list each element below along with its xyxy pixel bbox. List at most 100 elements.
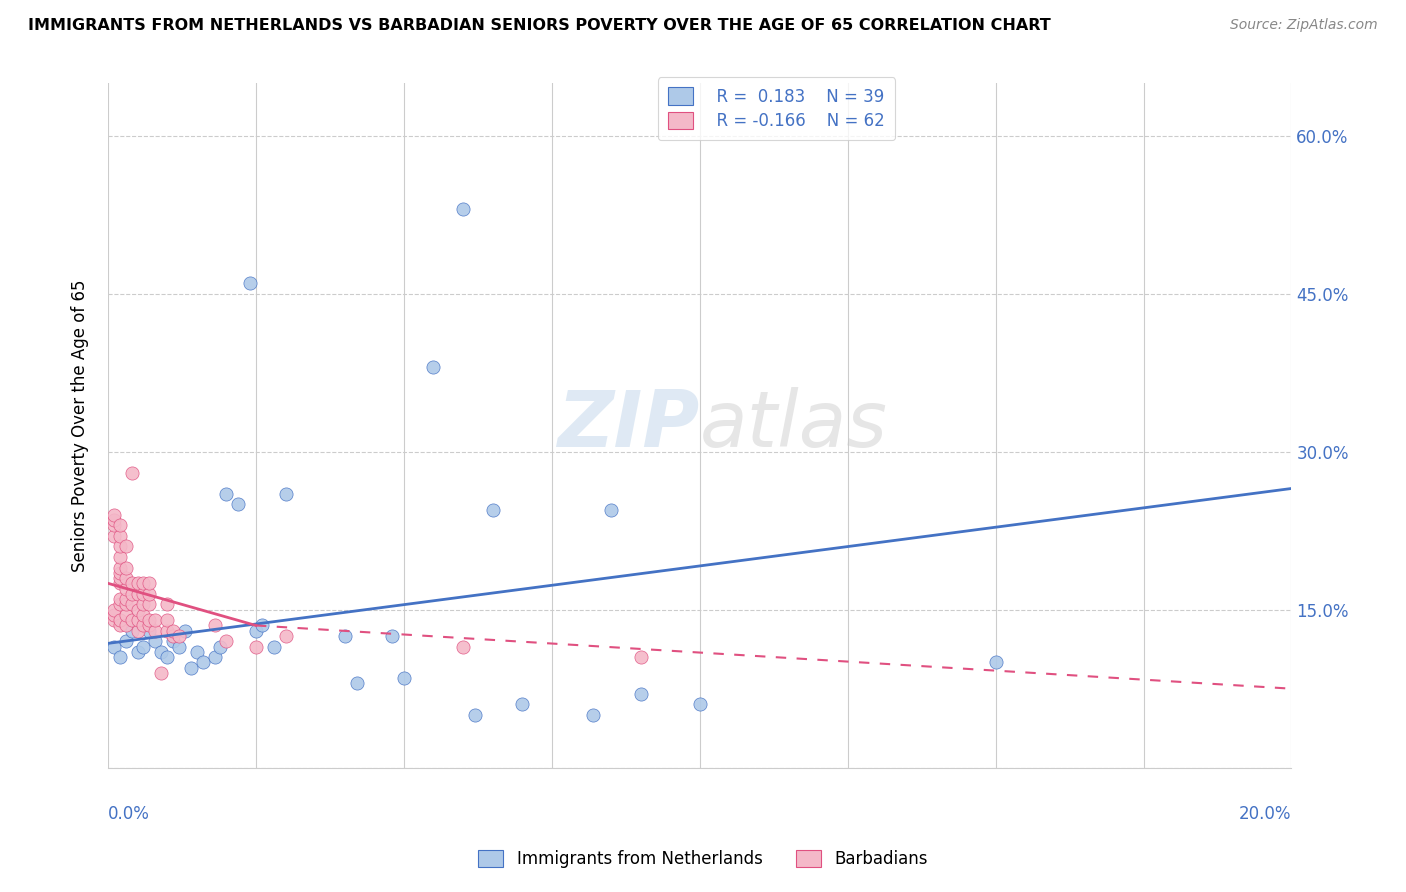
Point <box>121 587 143 601</box>
Point <box>245 624 267 638</box>
Point <box>138 613 160 627</box>
Point <box>984 656 1007 670</box>
Point <box>346 676 368 690</box>
Point <box>162 624 184 638</box>
Legend:   R =  0.183    N = 39,   R = -0.166    N = 62: R = 0.183 N = 39, R = -0.166 N = 62 <box>658 78 896 140</box>
Point <box>114 592 136 607</box>
Point <box>114 560 136 574</box>
Point <box>156 613 179 627</box>
Point <box>108 529 131 543</box>
Point <box>630 650 652 665</box>
Point <box>132 640 155 654</box>
Point <box>481 502 503 516</box>
Point <box>167 629 190 643</box>
Point <box>108 613 131 627</box>
Point <box>191 656 214 670</box>
Point <box>108 540 131 554</box>
Point <box>510 698 533 712</box>
Point <box>127 645 149 659</box>
Point <box>103 640 125 654</box>
Point <box>138 576 160 591</box>
Point <box>162 634 184 648</box>
Point <box>114 618 136 632</box>
Point <box>108 566 131 580</box>
Point <box>138 598 160 612</box>
Point <box>156 650 179 665</box>
Point <box>150 645 173 659</box>
Point <box>138 618 160 632</box>
Point <box>103 529 125 543</box>
Point <box>209 640 232 654</box>
Point <box>226 497 249 511</box>
Point <box>180 660 202 674</box>
Point <box>451 202 474 217</box>
Point <box>156 624 179 638</box>
Point <box>392 671 415 685</box>
Point <box>464 708 486 723</box>
Point <box>167 640 190 654</box>
Point <box>138 587 160 601</box>
Point <box>451 640 474 654</box>
Point <box>103 518 125 533</box>
Point <box>630 687 652 701</box>
Text: ZIP: ZIP <box>557 387 700 463</box>
Point <box>162 629 184 643</box>
Point <box>114 582 136 596</box>
Y-axis label: Seniors Poverty Over the Age of 65: Seniors Poverty Over the Age of 65 <box>72 279 89 572</box>
Point <box>121 576 143 591</box>
Point <box>114 540 136 554</box>
Point <box>132 576 155 591</box>
Point <box>689 698 711 712</box>
Point <box>274 487 297 501</box>
Point <box>263 640 285 654</box>
Point <box>132 587 155 601</box>
Point <box>121 466 143 480</box>
Point <box>204 618 226 632</box>
Point <box>114 571 136 585</box>
Point <box>108 571 131 585</box>
Point <box>103 513 125 527</box>
Point <box>274 629 297 643</box>
Point <box>114 598 136 612</box>
Point <box>143 624 166 638</box>
Point <box>132 618 155 632</box>
Point <box>108 549 131 564</box>
Point <box>215 487 238 501</box>
Point <box>127 613 149 627</box>
Point <box>108 518 131 533</box>
Point <box>582 708 605 723</box>
Point <box>121 598 143 612</box>
Point <box>103 613 125 627</box>
Text: 20.0%: 20.0% <box>1239 805 1292 823</box>
Point <box>127 602 149 616</box>
Point <box>108 592 131 607</box>
Point <box>245 640 267 654</box>
Point <box>150 665 173 680</box>
Point <box>138 624 160 638</box>
Point <box>103 607 125 622</box>
Point <box>114 607 136 622</box>
Point <box>143 634 166 648</box>
Point <box>186 645 208 659</box>
Text: 0.0%: 0.0% <box>108 805 150 823</box>
Text: IMMIGRANTS FROM NETHERLANDS VS BARBADIAN SENIORS POVERTY OVER THE AGE OF 65 CORR: IMMIGRANTS FROM NETHERLANDS VS BARBADIAN… <box>28 18 1050 33</box>
Point <box>103 602 125 616</box>
Point <box>127 576 149 591</box>
Point <box>422 360 444 375</box>
Point <box>333 629 356 643</box>
Legend: Immigrants from Netherlands, Barbadians: Immigrants from Netherlands, Barbadians <box>471 843 935 875</box>
Point <box>239 276 262 290</box>
Point <box>174 624 197 638</box>
Point <box>600 502 623 516</box>
Text: Source: ZipAtlas.com: Source: ZipAtlas.com <box>1230 18 1378 32</box>
Point <box>156 598 179 612</box>
Point <box>108 576 131 591</box>
Point <box>108 598 131 612</box>
Point <box>250 618 273 632</box>
Point <box>143 613 166 627</box>
Text: atlas: atlas <box>700 387 887 463</box>
Point <box>215 634 238 648</box>
Point <box>381 629 404 643</box>
Point <box>121 613 143 627</box>
Point <box>121 624 143 638</box>
